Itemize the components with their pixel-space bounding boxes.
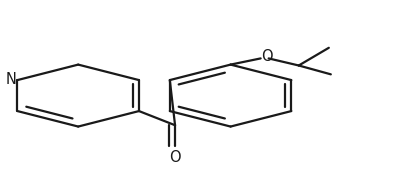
Text: N: N [6, 72, 17, 87]
Text: O: O [169, 150, 181, 165]
Text: O: O [261, 49, 272, 64]
